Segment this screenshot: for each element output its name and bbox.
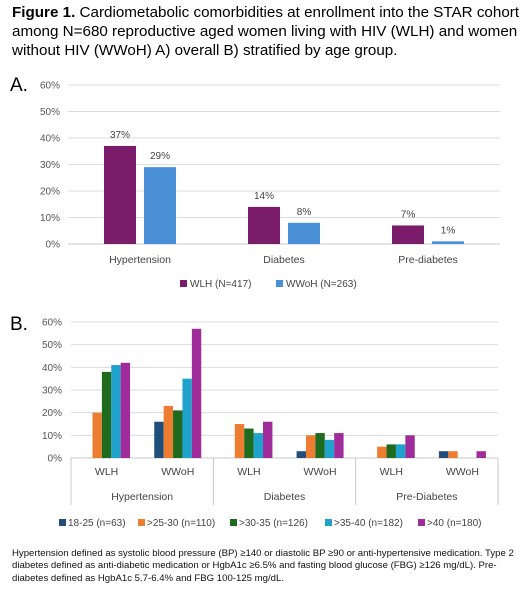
legend-label-b: >30-35 (n=126) (239, 518, 308, 529)
bar-b (234, 424, 245, 458)
data-label-a: 14% (254, 191, 274, 202)
x-group-label-b: Diabetes (264, 491, 305, 503)
bar-a (392, 225, 424, 244)
bar-a (288, 222, 320, 244)
bar-b (92, 412, 102, 458)
y-tick-label-a: 40% (40, 134, 60, 145)
bar-b (296, 451, 306, 458)
bar-b (315, 433, 325, 458)
y-tick-label-b: 20% (42, 408, 62, 419)
x-subcategory-label-b: WLH (380, 466, 403, 478)
bar-b (263, 421, 273, 458)
bar-b (377, 446, 387, 458)
bar-b (111, 365, 121, 458)
x-tick-label-a: Hypertension (109, 254, 171, 266)
bar-b (120, 362, 131, 458)
y-tick-label-a: 60% (40, 81, 60, 92)
x-group-label-b: Pre-Diabetes (396, 491, 457, 503)
bar-b (324, 439, 335, 458)
legend-swatch-b (418, 519, 425, 526)
x-tick-label-a: Pre-diabetes (398, 254, 458, 266)
x-subcategory-label-b: WWoH (161, 466, 194, 478)
bar-b (448, 451, 458, 458)
data-label-a: 7% (401, 209, 416, 220)
bar-b (163, 405, 174, 458)
bar-b (253, 433, 264, 458)
data-label-a: 37% (110, 130, 130, 141)
legend-label-a: WWoH (N=263) (286, 279, 357, 290)
bar-b (476, 451, 486, 458)
y-tick-label-b: 30% (42, 386, 62, 397)
y-tick-label-b: 40% (42, 363, 62, 374)
y-tick-label-a: 10% (40, 213, 60, 224)
bar-b (438, 451, 449, 458)
y-tick-label-a: 20% (40, 187, 60, 198)
y-tick-label-a: 0% (46, 240, 61, 251)
data-label-a: 1% (441, 225, 456, 236)
x-subcategory-label-b: WLH (237, 466, 260, 478)
panel-a-label: A. (10, 75, 28, 96)
legend-swatch-a (276, 280, 283, 287)
x-group-label-b: Hypertension (111, 491, 173, 503)
caption-text: Cardiometabolic comorbidities at enrollm… (12, 4, 520, 59)
chart-a: 0% 10% 20% 30% 40% 50% 60% 37% 29% Hypertension 14… (40, 81, 500, 290)
legend-swatch-b (138, 519, 145, 526)
legend-label-b: 18-25 (n=63) (68, 518, 126, 529)
chart-b: 0% 10% 20% 30% 40% 50% 60% WLH WWoH Hypertension W… (42, 318, 499, 529)
bar-b (173, 410, 183, 458)
legend-swatch-b (59, 519, 66, 526)
legend-swatch-b (325, 519, 332, 526)
bar-b (334, 433, 344, 458)
y-tick-label-b: 60% (42, 318, 62, 329)
bar-b (244, 428, 254, 458)
legend-label-b: >40 (n=180) (427, 518, 482, 529)
bar-b (154, 421, 164, 458)
y-tick-label-b: 0% (48, 454, 63, 465)
legend-swatch-a (180, 280, 187, 287)
bar-a (144, 167, 176, 244)
data-label-a: 29% (150, 151, 170, 162)
bar-a (104, 145, 136, 244)
panel-b-label: B. (10, 314, 28, 335)
bar-b (182, 378, 192, 458)
figure-caption: Figure 1. Cardiometabolic comorbidities … (12, 3, 520, 60)
legend-swatch-b (230, 519, 237, 526)
footnote: Hypertension defined as systolic blood p… (12, 548, 514, 584)
y-tick-label-b: 10% (42, 431, 62, 442)
bar-a (432, 241, 464, 244)
bar-a (248, 206, 280, 244)
y-tick-label-a: 30% (40, 160, 60, 171)
x-subcategory-label-b: WWoH (304, 466, 337, 478)
bar-b (191, 328, 202, 458)
y-tick-label-a: 50% (40, 107, 60, 118)
bar-b (101, 371, 112, 458)
bar-b (405, 435, 415, 458)
bar-b (305, 435, 316, 458)
x-tick-label-a: Diabetes (263, 254, 304, 266)
x-subcategory-label-b: WWoH (446, 466, 479, 478)
x-subcategory-label-b: WLH (95, 466, 118, 478)
y-tick-label-b: 50% (42, 340, 62, 351)
legend-label-b: >25-30 (n=110) (147, 518, 215, 529)
legend-label-b: >35-40 (n=182) (334, 518, 403, 529)
legend-label-a: WLH (N=417) (190, 279, 251, 290)
bar-b (395, 444, 406, 458)
data-label-a: 8% (297, 207, 312, 218)
bar-b (386, 444, 396, 458)
figure-number: Figure 1. (12, 4, 76, 21)
